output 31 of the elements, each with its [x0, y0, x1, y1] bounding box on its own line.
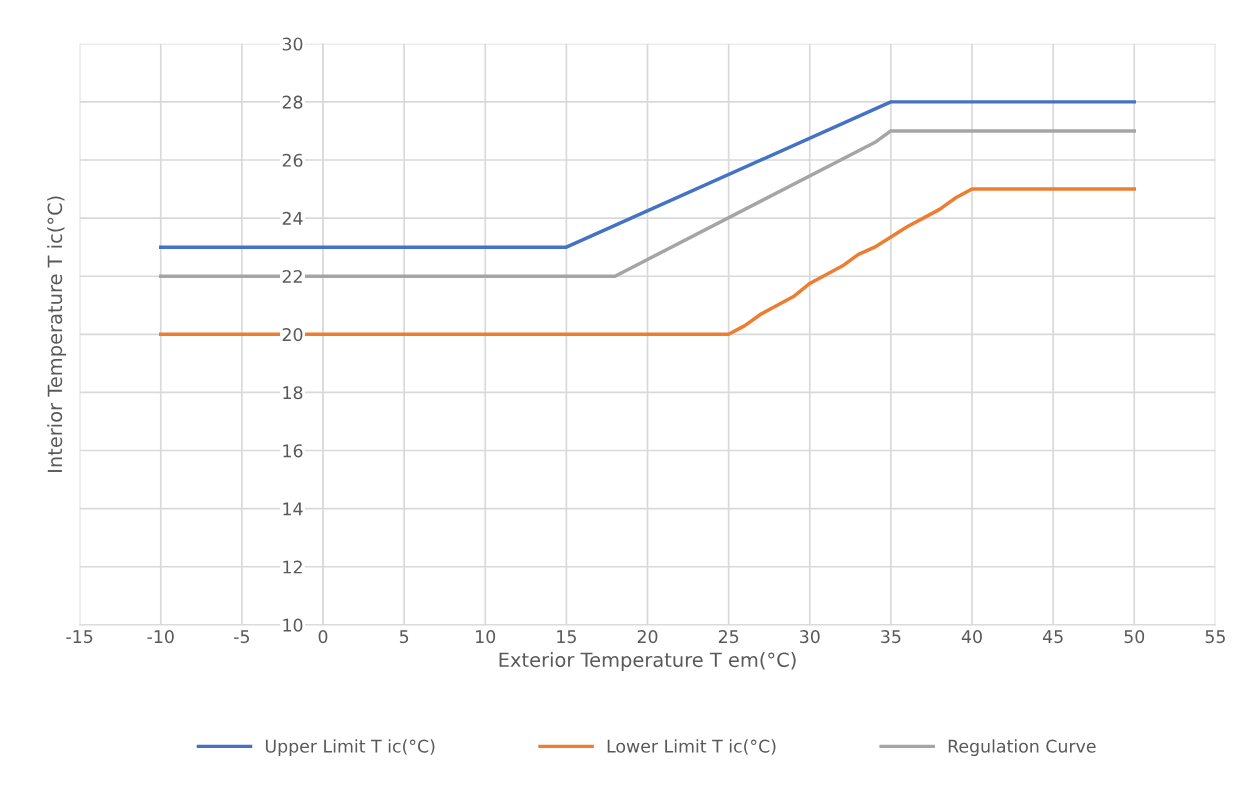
x-tick-label: 55 — [1205, 630, 1225, 644]
legend-label: Regulation Curve — [948, 739, 1096, 757]
y-tick-label: 26 — [282, 153, 303, 167]
x-tick-label: 15 — [557, 630, 576, 644]
x-tick-label: 30 — [800, 630, 820, 644]
legend-label: Lower Limit T ic(°C) — [607, 739, 776, 755]
x-tick-label: 45 — [1042, 630, 1063, 644]
x-tick-label: -5 — [234, 630, 250, 644]
x-tick-label: 0 — [318, 630, 328, 644]
y-tick-label: 30 — [282, 37, 303, 51]
x-tick-label: 20 — [637, 630, 658, 644]
y-tick-label: 22 — [282, 269, 302, 283]
y-axis-title: Interior Temperature T ic(°C) — [47, 196, 66, 472]
y-tick-label: 20 — [282, 328, 303, 342]
y-tick-label: 16 — [283, 444, 303, 458]
y-tick-label: 14 — [283, 502, 303, 516]
x-tick-label: 25 — [718, 630, 739, 644]
x-tick-label: 50 — [1124, 630, 1145, 644]
x-tick-label: -10 — [147, 630, 174, 644]
y-tick-label: 12 — [283, 560, 302, 574]
x-tick-label: 35 — [881, 630, 901, 644]
x-tick-label: 5 — [399, 630, 409, 644]
x-axis-title: Exterior Temperature T em(°C) — [499, 652, 796, 671]
y-tick-label: 10 — [283, 618, 303, 632]
y-tick-label: 18 — [283, 386, 303, 400]
y-tick-label: 24 — [282, 211, 303, 225]
legend-label: Upper Limit T ic(°C) — [265, 739, 435, 757]
x-tick-label: 40 — [961, 630, 982, 644]
y-tick-label: 28 — [282, 95, 303, 109]
x-tick-label: -15 — [66, 630, 93, 644]
x-tick-label: 10 — [476, 630, 496, 644]
